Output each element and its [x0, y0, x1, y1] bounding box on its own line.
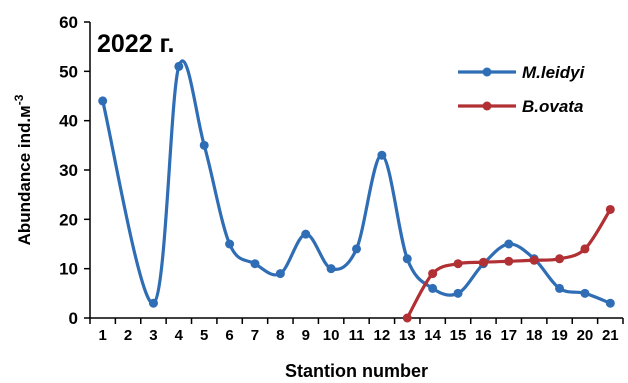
x-tick-label: 12: [374, 327, 391, 344]
x-tick-label: 20: [577, 327, 594, 344]
y-tick-label: 20: [59, 210, 78, 229]
data-point: [250, 259, 260, 269]
y-tick-label: 10: [59, 260, 78, 279]
data-point: [301, 229, 311, 239]
x-tick-label: 18: [526, 327, 543, 344]
data-point: [529, 255, 539, 265]
x-tick-label: 17: [500, 327, 517, 344]
x-tick-label: 1: [99, 327, 107, 344]
y-axis-title-text: Abundance ind.м: [15, 105, 34, 245]
y-tick-label: 60: [59, 13, 78, 32]
data-point: [605, 204, 615, 214]
y-tick-label: 30: [59, 161, 78, 180]
series-lines: [98, 59, 615, 323]
x-tick-label: 16: [475, 327, 492, 344]
y-tick-label: 0: [69, 309, 78, 328]
data-point: [402, 254, 412, 264]
data-point: [605, 298, 615, 308]
data-point: [326, 264, 336, 274]
data-point: [453, 288, 463, 298]
data-point: [148, 298, 158, 308]
y-tick-label: 40: [59, 112, 78, 131]
data-point: [377, 150, 387, 160]
x-tick-label: 6: [225, 327, 233, 344]
x-tick-label: 3: [149, 327, 157, 344]
data-point: [580, 244, 590, 254]
data-point: [478, 257, 488, 267]
y-tick-label: 50: [59, 62, 78, 81]
x-tick-label: 15: [450, 327, 467, 344]
data-point: [98, 96, 108, 106]
legend-marker-1: [482, 67, 492, 77]
data-point: [199, 140, 209, 150]
x-tick-label: 19: [551, 327, 568, 344]
y-axis-title: Abundance ind.м-3: [12, 94, 34, 245]
y-axis-title-superscript: -3: [12, 94, 26, 105]
data-point: [555, 254, 565, 264]
legend-marker-2: [482, 101, 492, 111]
data-point: [352, 244, 361, 254]
legend-label-2: B.ovata: [522, 97, 583, 116]
x-tick-label: 21: [602, 327, 619, 344]
data-point: [275, 269, 285, 279]
data-point: [580, 288, 590, 298]
data-point: [428, 283, 438, 293]
data-point: [555, 283, 565, 293]
axis-labels: 2022 г. Stantion number Abundance ind.м-3: [12, 30, 428, 381]
x-tick-label: 4: [175, 327, 184, 344]
data-point: [453, 259, 463, 269]
x-tick-label: 2: [124, 327, 132, 344]
x-tick-label: 5: [200, 327, 208, 344]
data-point: [428, 269, 438, 279]
x-tick-label: 7: [251, 327, 259, 344]
x-axis-title: Stantion number: [285, 361, 428, 381]
legend-label-1: M.leidyi: [522, 63, 586, 82]
data-point: [504, 239, 514, 249]
data-point: [174, 61, 184, 71]
x-tick-label: 13: [399, 327, 416, 344]
x-tick-label: 10: [323, 327, 340, 344]
year-annotation: 2022 г.: [97, 30, 174, 58]
x-tick-label: 9: [302, 327, 310, 344]
x-tick-label: 8: [276, 327, 284, 344]
x-tick-label: 11: [349, 327, 365, 344]
x-tick-label: 14: [424, 327, 441, 344]
data-point: [504, 256, 514, 266]
data-point: [402, 313, 412, 323]
legend: M.leidyi B.ovata: [458, 63, 586, 116]
data-point: [225, 239, 235, 249]
